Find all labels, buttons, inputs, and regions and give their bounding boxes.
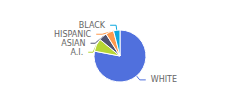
svg-text:BLACK: BLACK	[79, 21, 106, 30]
svg-text:A.I.: A.I.	[70, 48, 83, 57]
svg-text:HISPANIC: HISPANIC	[54, 30, 92, 39]
svg-text:ASIAN: ASIAN	[61, 39, 85, 48]
svg-text:WHITE: WHITE	[151, 75, 177, 84]
